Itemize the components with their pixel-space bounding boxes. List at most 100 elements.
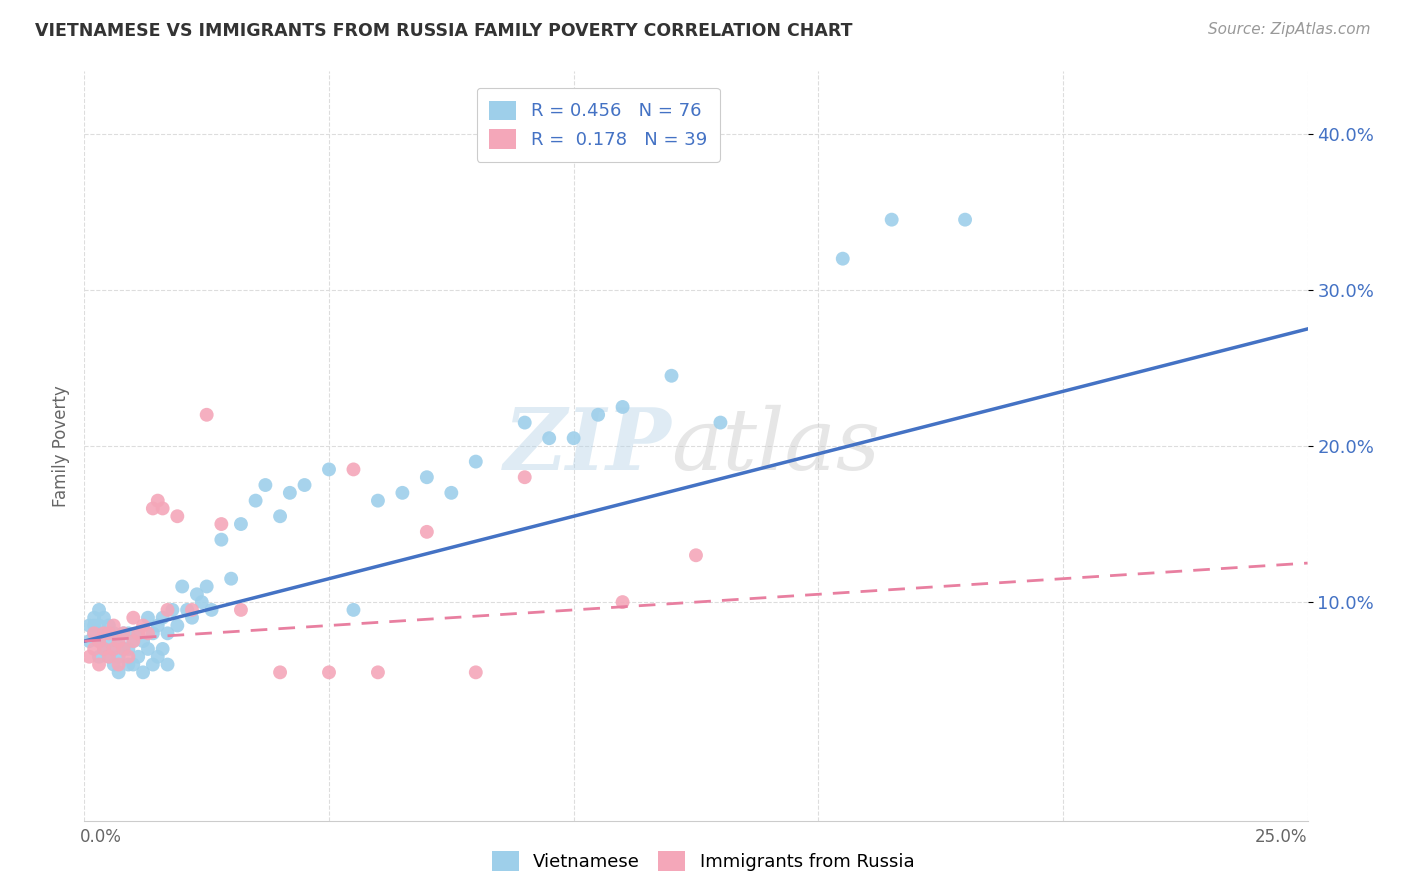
Point [122, 634, 145, 648]
Point [97, 618, 120, 632]
Point [342, 603, 364, 617]
Point [87, 603, 110, 617]
Point [172, 580, 194, 594]
Text: VIETNAMESE VS IMMIGRANTS FROM RUSSIA FAMILY POVERTY CORRELATION CHART: VIETNAMESE VS IMMIGRANTS FROM RUSSIA FAM… [35, 22, 852, 40]
Point [142, 626, 165, 640]
Point [166, 618, 188, 632]
Point [127, 626, 149, 640]
Point [132, 634, 155, 648]
Point [142, 657, 165, 672]
Text: 25.0%: 25.0% [1256, 829, 1308, 847]
Point [117, 657, 139, 672]
Point [152, 611, 174, 625]
Point [93, 626, 115, 640]
Point [103, 618, 125, 632]
Point [83, 618, 105, 632]
Point [77, 634, 100, 648]
Point [538, 431, 561, 445]
Point [391, 485, 413, 500]
Point [132, 618, 155, 632]
Point [156, 626, 179, 640]
Point [122, 634, 145, 648]
Point [107, 665, 129, 680]
Point [97, 634, 120, 648]
Point [278, 485, 301, 500]
Point [229, 603, 252, 617]
Y-axis label: Family Poverty: Family Poverty [52, 385, 70, 507]
Point [245, 493, 267, 508]
Point [166, 509, 188, 524]
Point [87, 649, 110, 664]
Point [513, 470, 536, 484]
Point [93, 611, 115, 625]
Point [209, 533, 232, 547]
Point [93, 642, 115, 657]
Point [87, 618, 110, 632]
Point [83, 626, 105, 640]
Point [77, 649, 100, 664]
Point [107, 657, 129, 672]
Point [97, 626, 120, 640]
Point [181, 603, 204, 617]
Point [195, 408, 218, 422]
Point [103, 642, 125, 657]
Point [513, 416, 536, 430]
Point [103, 642, 125, 657]
Point [117, 626, 139, 640]
Point [122, 611, 145, 625]
Point [254, 478, 277, 492]
Point [269, 665, 291, 680]
Point [318, 665, 340, 680]
Point [831, 252, 853, 266]
Text: atlas: atlas [672, 405, 880, 487]
Point [117, 649, 139, 664]
Point [367, 665, 389, 680]
Point [87, 634, 110, 648]
Point [191, 595, 214, 609]
Point [107, 649, 129, 664]
Legend: Vietnamese, Immigrants from Russia: Vietnamese, Immigrants from Russia [485, 844, 921, 879]
Point [181, 611, 204, 625]
Point [103, 626, 125, 640]
Point [586, 408, 609, 422]
Point [117, 642, 139, 657]
Point [416, 470, 439, 484]
Point [97, 649, 120, 664]
Point [146, 618, 169, 632]
Point [440, 485, 463, 500]
Point [269, 509, 291, 524]
Point [186, 587, 208, 601]
Point [709, 416, 731, 430]
Point [219, 572, 242, 586]
Point [152, 642, 174, 657]
Point [562, 431, 585, 445]
Point [156, 657, 179, 672]
Point [107, 634, 129, 648]
Point [87, 634, 110, 648]
Point [416, 524, 439, 539]
Point [294, 478, 316, 492]
Point [83, 611, 105, 625]
Point [661, 368, 683, 383]
Point [612, 595, 634, 609]
Point [87, 657, 110, 672]
Text: 0.0%: 0.0% [80, 829, 121, 847]
Point [162, 603, 184, 617]
Point [103, 657, 125, 672]
Point [112, 626, 135, 640]
Point [122, 657, 145, 672]
Point [77, 618, 100, 632]
Point [209, 517, 232, 532]
Point [107, 634, 129, 648]
Point [229, 517, 252, 532]
Point [132, 665, 155, 680]
Point [136, 611, 159, 625]
Point [127, 649, 149, 664]
Legend: R = 0.456   N = 76, R =  0.178   N = 39: R = 0.456 N = 76, R = 0.178 N = 39 [477, 88, 720, 162]
Point [146, 493, 169, 508]
Point [136, 642, 159, 657]
Point [142, 501, 165, 516]
Point [318, 462, 340, 476]
Point [464, 455, 486, 469]
Point [93, 642, 115, 657]
